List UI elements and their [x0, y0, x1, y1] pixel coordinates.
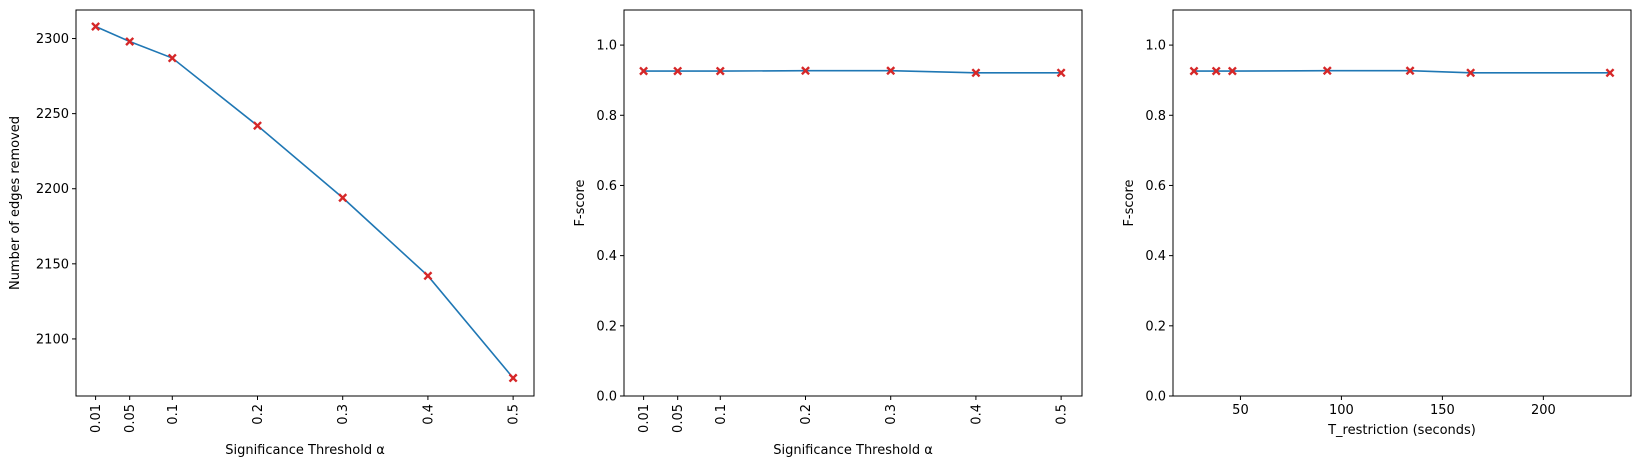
chart-panel-fscore-alpha: 0.0 0.2 0.4 0.6 0.8 1.0 0.01 0.05 0.1 0.2 0.3 0.4 0.…: [573, 9, 1083, 458]
series-line: [95, 25, 514, 379]
y-tick-label: 2150: [36, 257, 69, 272]
series-group: [639, 66, 1066, 78]
y-tick-label: 0.6: [596, 179, 617, 194]
y-tick-label: 1.0: [596, 39, 617, 54]
series-group: [1189, 66, 1615, 78]
data-point-marker: [1605, 68, 1615, 78]
chart-panel-fscore-trestriction: 0.0 0.2 0.4 0.6 0.8 1.0 50 100 150 200 T_restrict…: [1122, 9, 1632, 438]
x-tick-label: 0.2: [251, 404, 266, 425]
data-point-marker: [423, 271, 433, 281]
plot-area-frame: [75, 9, 535, 397]
data-point-marker: [338, 193, 348, 203]
y-axis-label: F-score: [573, 179, 588, 226]
plot-area-frame: [623, 9, 1083, 397]
series-line: [643, 69, 1062, 74]
y-tick-label: 0.2: [1145, 319, 1166, 334]
y-tick-label: 2250: [36, 107, 69, 122]
data-point-marker: [715, 66, 725, 76]
x-tick-label: 150: [1430, 403, 1455, 418]
y-tick-label: 0.0: [1145, 390, 1166, 405]
y-tick-label: 0.8: [596, 109, 617, 124]
x-tick-label: 0.2: [799, 404, 814, 425]
y-axis-label: F-score: [1122, 179, 1137, 226]
data-point-marker: [639, 66, 649, 76]
data-point-marker: [125, 37, 135, 46]
y-tick-label: 0.4: [596, 249, 617, 264]
y-tick-label: 0.6: [1145, 179, 1166, 194]
data-point-marker: [1189, 66, 1199, 76]
y-tick-label: 2300: [36, 32, 69, 47]
y-tick-label: 0.0: [596, 390, 617, 405]
x-tick-label: 0.5: [507, 404, 522, 425]
x-tick-label: 50: [1232, 403, 1249, 418]
x-tick-label: 0.3: [884, 404, 899, 425]
data-point-marker: [91, 22, 101, 31]
tick-group: 0.0 0.2 0.4 0.6 0.8 1.0 0.01 0.05 0.1 0.2 0.3 0.4 0.…: [596, 39, 1069, 433]
y-tick-label: 0.2: [596, 319, 617, 334]
x-tick-label: 0.05: [671, 404, 686, 433]
series-line: [1194, 69, 1610, 74]
data-point-marker: [1405, 66, 1415, 76]
x-tick-label: 0.4: [969, 404, 984, 425]
data-point-marker: [801, 66, 810, 76]
data-point-marker: [253, 121, 262, 131]
x-axis-label: Significance Threshold α: [225, 443, 385, 458]
x-tick-label: 0.5: [1055, 404, 1070, 425]
chart-panel-edges-removed: 2100 2150 2200 2250 2300 0.01 0.05 0.1 0.2 0.3 0.4…: [8, 9, 535, 458]
data-point-marker: [1227, 66, 1237, 76]
y-tick-label: 0.8: [1145, 109, 1166, 124]
data-point-marker: [886, 66, 896, 76]
data-point-marker: [167, 53, 177, 63]
x-tick-label: 0.01: [89, 404, 104, 433]
x-tick-label: 0.05: [123, 404, 138, 433]
x-axis-label: Significance Threshold α: [773, 443, 933, 458]
data-point-marker: [971, 68, 981, 78]
y-tick-label: 0.4: [1145, 249, 1166, 264]
x-tick-label: 0.1: [714, 404, 729, 425]
x-axis-label: T_restriction (seconds): [1327, 423, 1476, 438]
data-point-marker: [1322, 66, 1332, 76]
data-point-marker: [1466, 68, 1476, 78]
data-point-marker: [508, 373, 518, 383]
y-tick-label: 2200: [36, 182, 69, 197]
x-tick-label: 100: [1329, 403, 1354, 418]
x-tick-label: 200: [1531, 403, 1556, 418]
x-tick-label: 0.1: [166, 404, 181, 425]
y-tick-label: 1.0: [1145, 39, 1166, 54]
x-tick-label: 0.4: [421, 404, 436, 425]
y-axis-label: Number of edges removed: [8, 116, 23, 290]
data-point-marker: [1211, 66, 1221, 76]
data-point-marker: [673, 66, 683, 76]
data-point-marker: [1056, 68, 1066, 78]
tick-group: 0.0 0.2 0.4 0.6 0.8 1.0 50 100 150 200: [1145, 39, 1555, 418]
y-tick-label: 2100: [36, 332, 69, 347]
x-tick-label: 0.3: [336, 404, 351, 425]
series-group: [91, 22, 518, 383]
x-tick-label: 0.01: [637, 404, 652, 433]
tick-group: 2100 2150 2200 2250 2300 0.01 0.05 0.1 0.2 0.3 0.4…: [36, 32, 522, 433]
plot-area-frame: [1172, 9, 1632, 397]
